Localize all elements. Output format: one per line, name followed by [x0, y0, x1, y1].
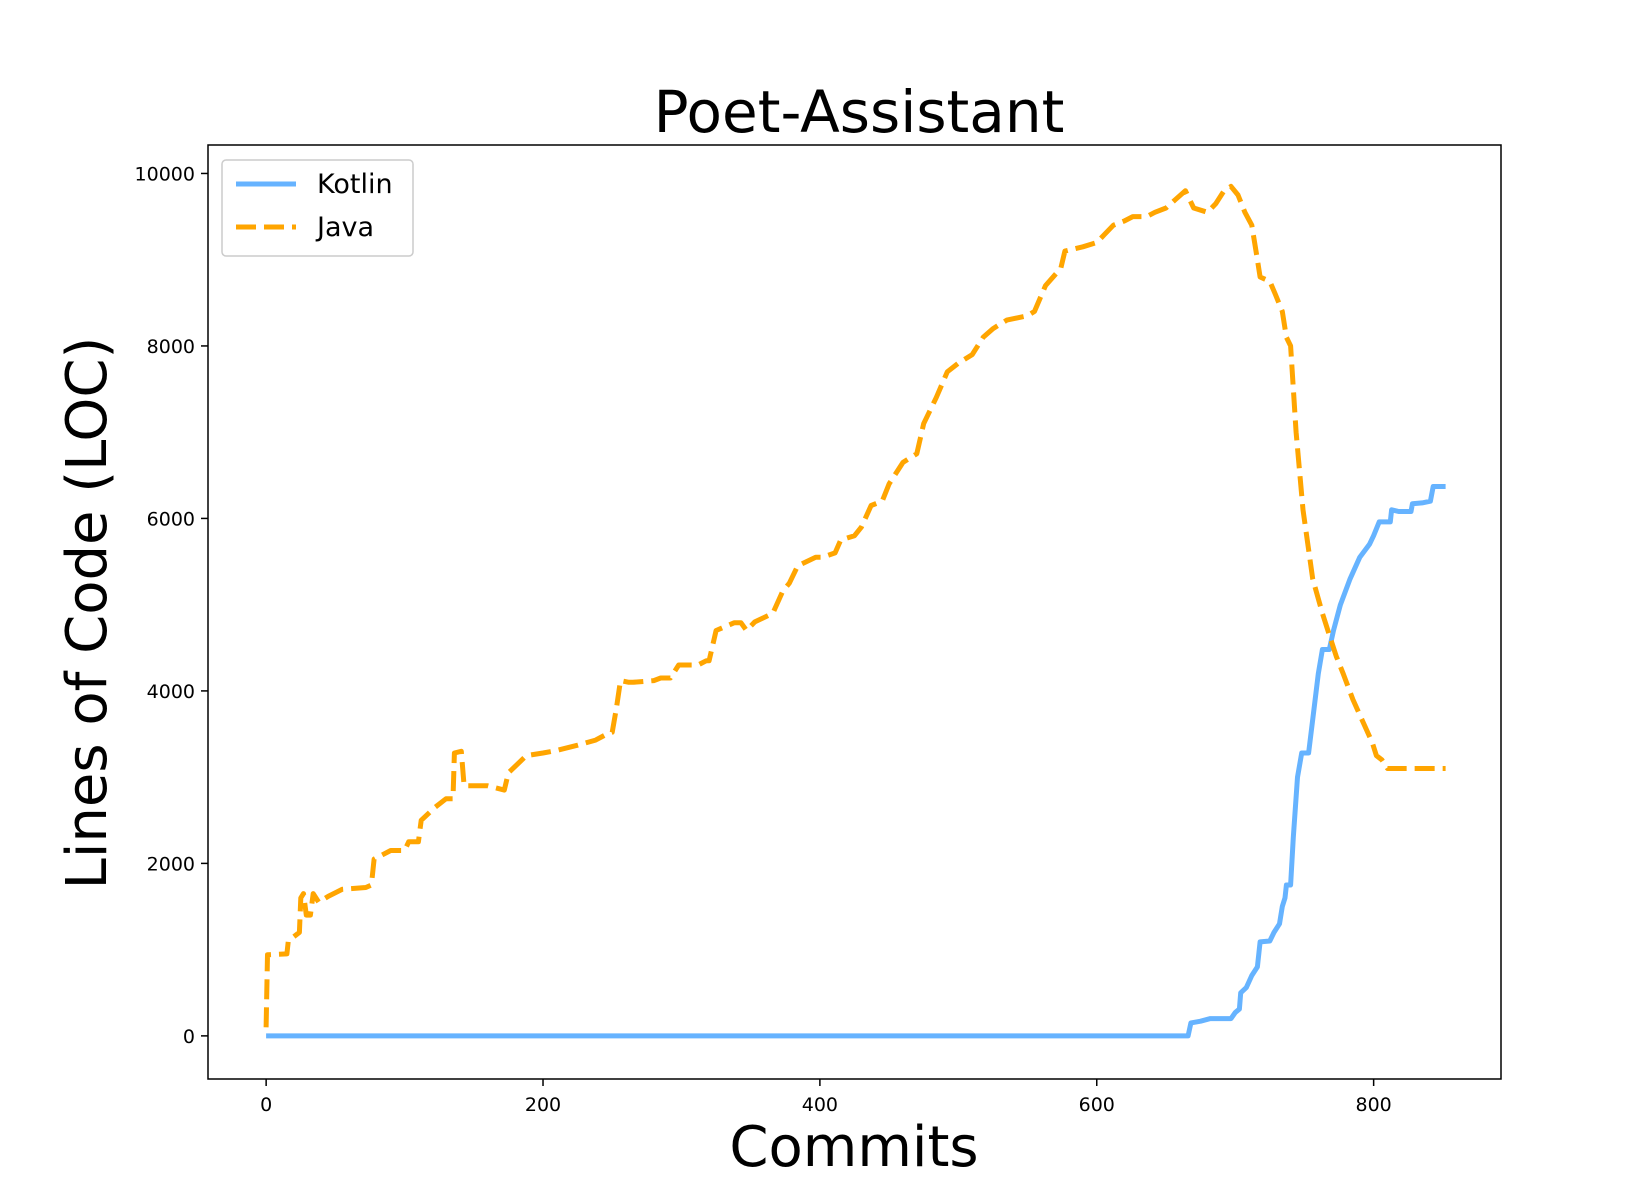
y-tick-label: 4000: [147, 681, 195, 703]
legend-label-kotlin: Kotlin: [317, 169, 393, 200]
y-tick-label: 0: [183, 1026, 195, 1048]
x-tick-label: 800: [1356, 1094, 1392, 1116]
legend: Kotlin Java: [221, 159, 414, 257]
x-tick-label: 600: [1079, 1094, 1115, 1116]
series-line-kotlin: [266, 484, 1446, 1039]
x-tick-label: 400: [802, 1094, 838, 1116]
legend-label-java: Java: [315, 212, 374, 243]
series-lines: [263, 183, 1446, 1039]
y-axis-ticks: 0 2000 4000 6000 8000 10000: [135, 163, 208, 1048]
y-axis-label: Lines of Code (LOC): [55, 337, 120, 890]
y-tick-label: 8000: [147, 336, 195, 358]
x-tick-label: 0: [260, 1094, 272, 1116]
y-tick-label: 10000: [135, 163, 195, 185]
plot-area-frame: [207, 144, 1502, 1080]
y-tick-label: 6000: [147, 508, 195, 530]
series-line-java: [263, 183, 1446, 1028]
x-axis-ticks: 0 200 400 600 800: [260, 1079, 1392, 1116]
x-tick-label: 200: [525, 1094, 561, 1116]
y-tick-label: 2000: [147, 853, 195, 875]
x-axis-label: Commits: [729, 1115, 978, 1180]
chart-title: Poet-Assistant: [654, 78, 1065, 146]
